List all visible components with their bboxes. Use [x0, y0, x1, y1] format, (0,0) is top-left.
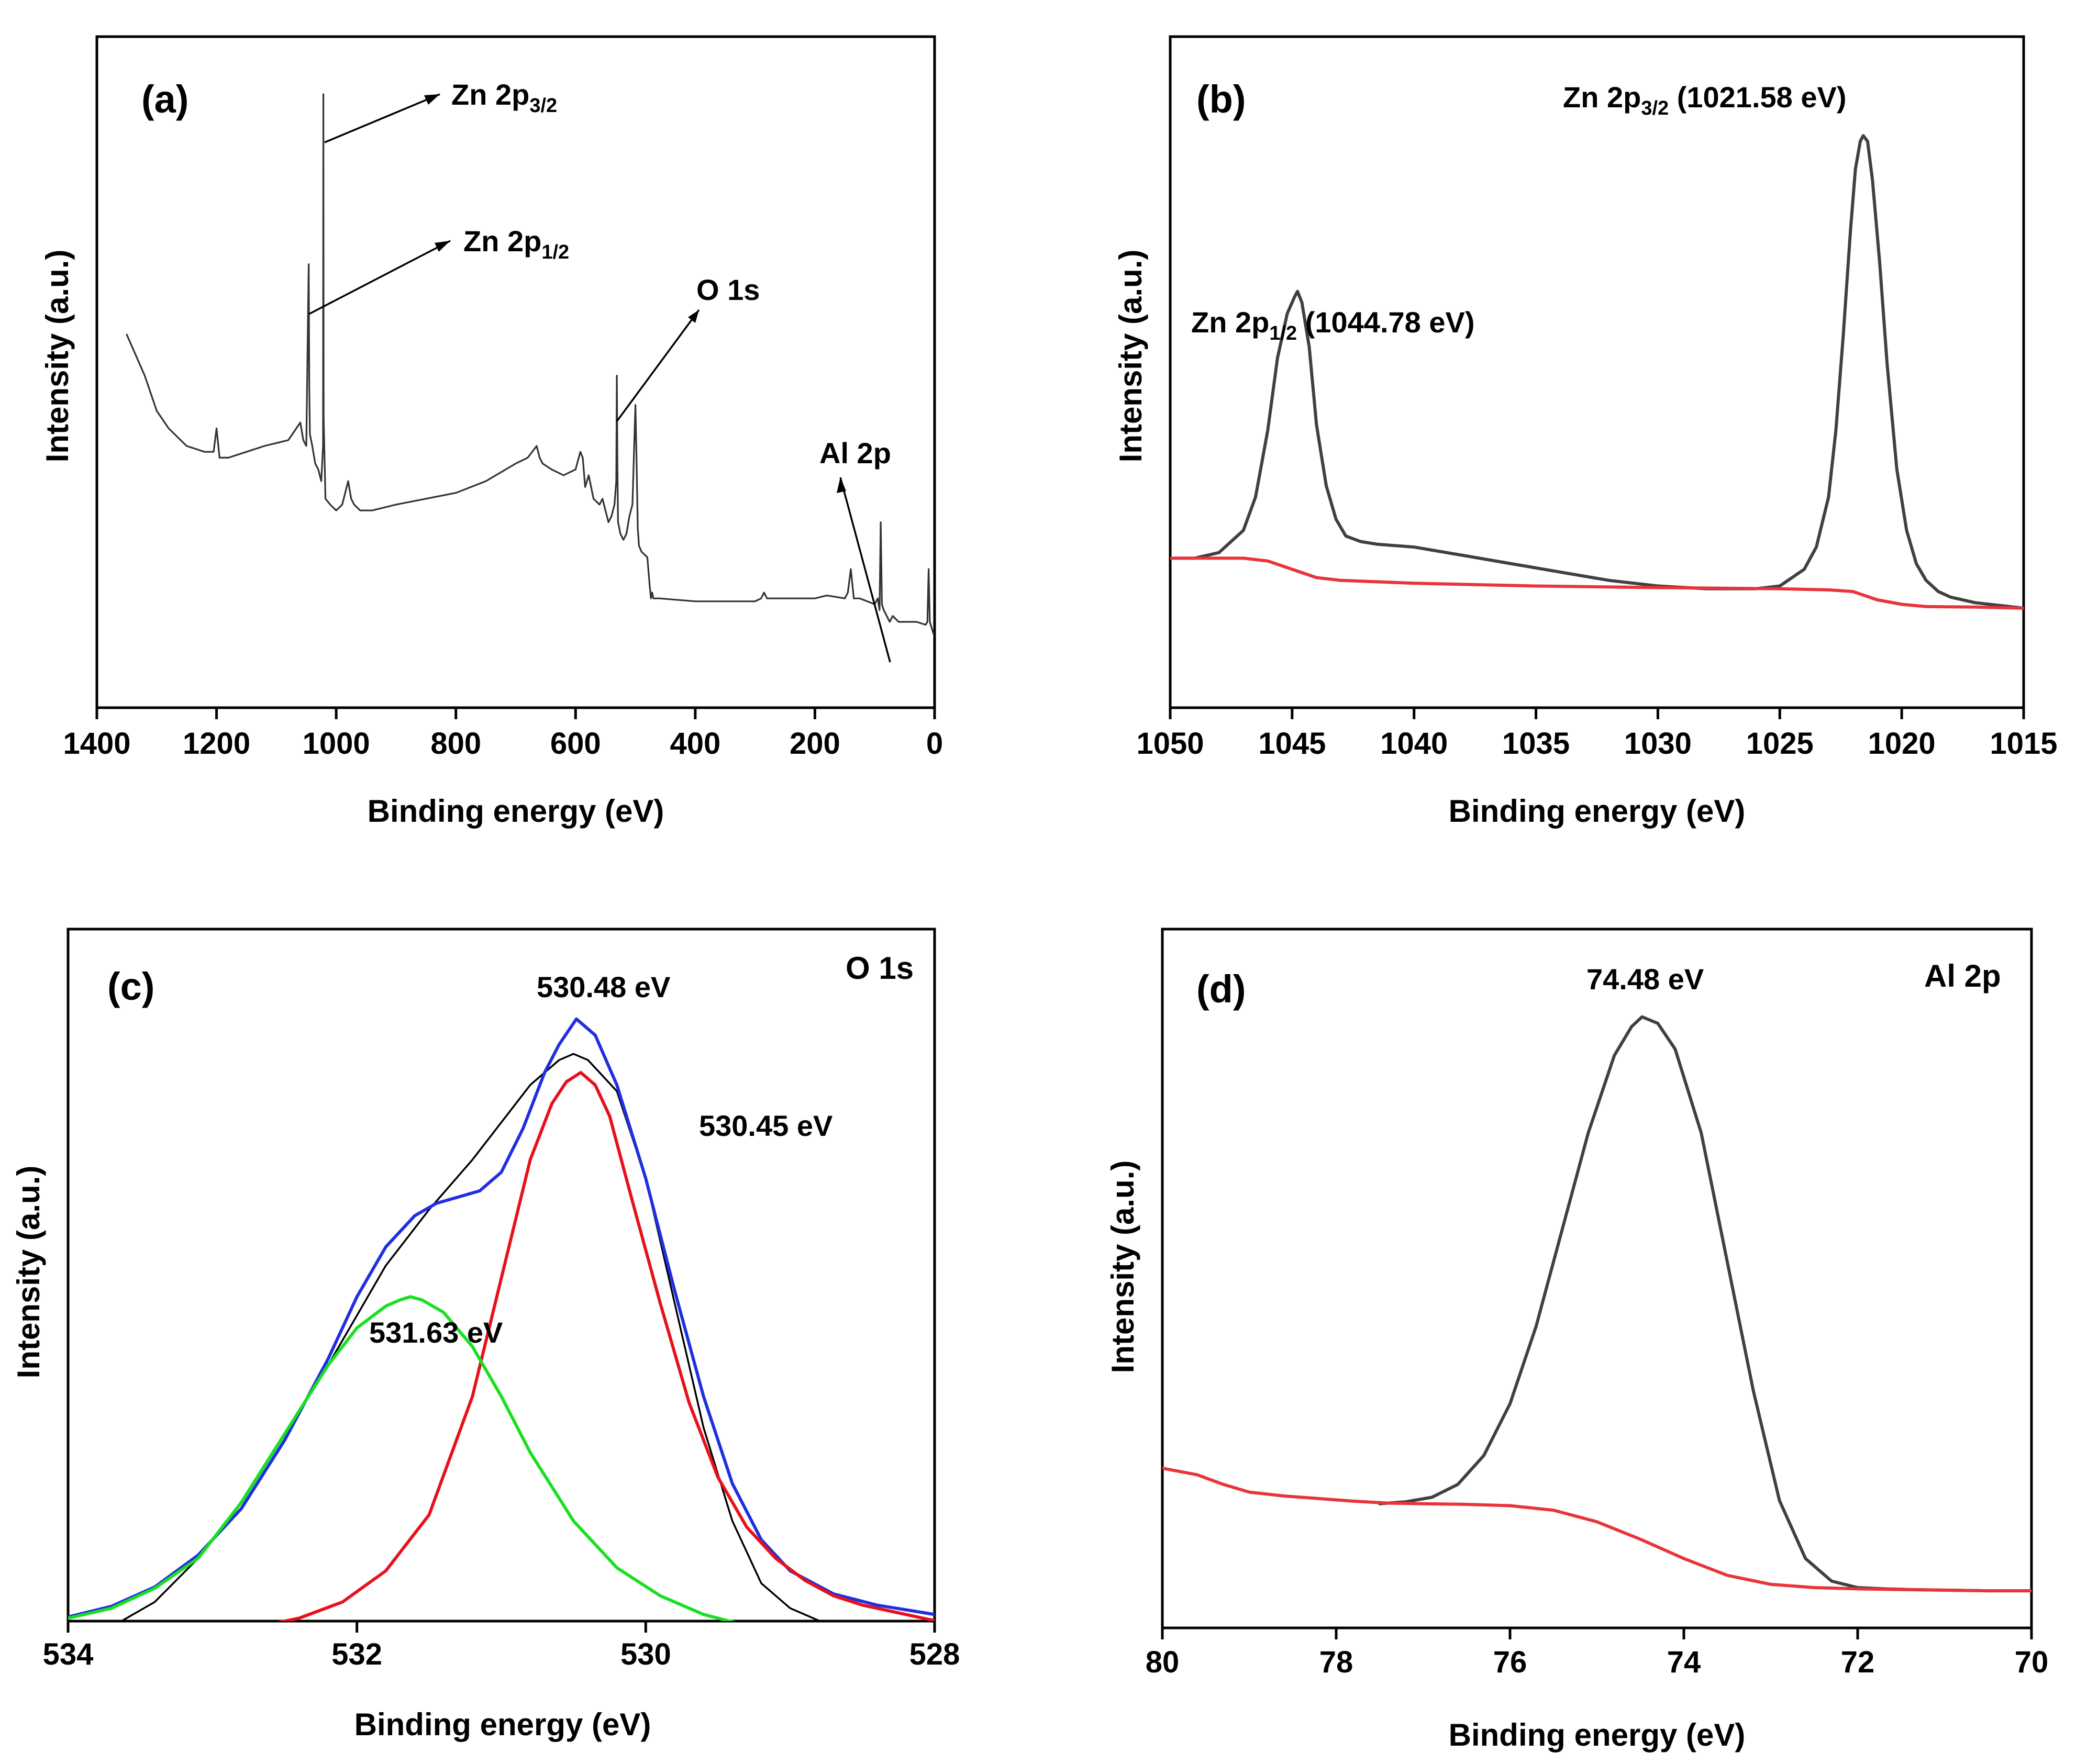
- panel-a-xlabel: Binding energy (eV): [368, 794, 664, 829]
- panel-c-xlabel: Binding energy (eV): [354, 1707, 651, 1742]
- panel-c-series-envelope: [68, 1017, 935, 1619]
- panel-b-series-raw: [1170, 134, 2024, 610]
- panel-a-arrowhead-o1s: [688, 310, 699, 323]
- panel-b-annotation-zn2p32: Zn 2p3/2 (1021.58 eV): [1563, 81, 1847, 119]
- panel-d-xtick-label: 76: [1493, 1645, 1527, 1679]
- panel-a-arrowhead-zn2p12: [435, 241, 450, 252]
- panel-c-series-component-530-45-ev: [276, 1071, 935, 1621]
- panel-a-xtick-label: 600: [550, 727, 601, 761]
- panel-b-xtick-label: 1035: [1502, 727, 1570, 761]
- panel-b-xtick-label: 1050: [1136, 727, 1204, 761]
- panel-a-arrow-zn2p32: [324, 93, 440, 143]
- panel-c-annotation-53045: 530.45 eV: [699, 1109, 832, 1142]
- panel-d-series-background: [1162, 1467, 2031, 1593]
- panel-b-xtick-label: 1025: [1746, 727, 1814, 761]
- panel-a-arrowhead-zn2p32: [424, 94, 440, 105]
- panel-b-label: (b): [1196, 77, 1246, 121]
- panel-c-label: (c): [107, 965, 154, 1008]
- panel-b-xtick-label: 1020: [1868, 727, 1936, 761]
- panel-a-annotation-al2p: Al 2p: [819, 437, 891, 470]
- panel-b-xtick-label: 1015: [1990, 727, 2057, 761]
- panel-d-xtick-label: 80: [1146, 1645, 1180, 1679]
- panel-d-label: (d): [1196, 967, 1246, 1011]
- panel-a-xtick-label: 800: [430, 727, 481, 761]
- panel-c-series-component-531-63-ev: [68, 1295, 736, 1621]
- panel-a-xtick-label: 200: [790, 727, 840, 761]
- panel-c-frame: [66, 928, 936, 1623]
- panel-b-curves: [1170, 134, 2024, 610]
- panel-d-xtick-label: 70: [2015, 1645, 2049, 1679]
- panel-a-xtick-label: 1200: [183, 727, 250, 761]
- panel-c-xtick-label: 530: [620, 1637, 671, 1671]
- panel-c-xtick-label: 532: [331, 1637, 382, 1671]
- panel-c-annotation-53048: 530.48 eV: [537, 970, 670, 1003]
- panel-c-xtick-label: 534: [43, 1637, 94, 1671]
- panel-b-frame: [1169, 35, 2025, 709]
- panel-a-xtick-label: 1400: [63, 727, 130, 761]
- panel-b-annotation-zn2p12: Zn 2p1/2 (1044.78 eV): [1191, 306, 1475, 344]
- panel-b-ylabel: Intensity (a.u.): [1113, 250, 1148, 463]
- panel-a-xticks: 1400 1200 1000 800 600 400 200 0: [63, 708, 943, 761]
- panel-c: 534 532 530 528 (c) O 1s Binding energy (eV…: [11, 928, 960, 1742]
- panel-d-xtick-label: 72: [1841, 1645, 1875, 1679]
- panel-c-xticks: 534 532 530 528: [43, 1621, 960, 1671]
- panel-d: 80 78 76 74 72 70 (d) Al 2p Binding energy (e…: [1105, 928, 2049, 1752]
- panel-a-arrowhead-al2p: [837, 477, 846, 493]
- panel-a-annotation-zn2p12: Zn 2p1/2: [463, 225, 569, 263]
- panel-d-ylabel: Intensity (a.u.): [1105, 1160, 1140, 1374]
- panel-b-xlabel: Binding energy (eV): [1449, 794, 1746, 829]
- panel-a-arrow-zn2p12: [308, 240, 451, 315]
- panel-a-annotation-zn2p32: Zn 2p3/2: [451, 78, 557, 117]
- panel-a: 1400 1200 1000 800 600 400 200 0 (a) Binding en…: [40, 35, 943, 829]
- panel-a-xtick-label: 400: [670, 727, 720, 761]
- panel-b: 1050 1045 1040 1035 1030 1025 1020 1015 (b) Bin…: [1113, 35, 2058, 829]
- panel-a-xtick-label: 0: [926, 727, 943, 761]
- panel-b-xtick-label: 1045: [1258, 727, 1326, 761]
- panel-d-xlabel: Binding energy (eV): [1449, 1717, 1746, 1752]
- panel-a-curves: [126, 93, 935, 635]
- panel-a-label: (a): [141, 77, 188, 121]
- panel-d-curves: [1162, 1015, 2031, 1593]
- panel-d-xticks: 80 78 76 74 72 70: [1146, 1628, 2049, 1679]
- panel-d-xtick-label: 74: [1667, 1645, 1701, 1679]
- panel-c-annotation-53163: 531.63 eV: [369, 1316, 503, 1349]
- panel-a-arrow-al2p: [839, 477, 891, 663]
- panel-a-ylabel: Intensity (a.u.): [40, 250, 75, 463]
- panel-b-xtick-label: 1030: [1624, 727, 1692, 761]
- panel-a-series-survey: [126, 93, 935, 635]
- panel-a-arrow-o1s: [616, 309, 700, 422]
- panel-b-xtick-label: 1040: [1380, 727, 1448, 761]
- panel-c-curves: [68, 1017, 935, 1621]
- panel-a-annotation-o1s: O 1s: [696, 273, 760, 306]
- panel-a-xtick-label: 1000: [303, 727, 370, 761]
- panel-d-title: Al 2p: [1924, 958, 2001, 993]
- panel-c-title: O 1s: [846, 951, 914, 986]
- panel-b-series-background: [1170, 556, 2024, 610]
- panel-d-frame: [1161, 928, 2033, 1629]
- panel-c-xtick-label: 528: [909, 1637, 960, 1671]
- panel-b-xticks: 1050 1045 1040 1035 1030 1025 1020 1015: [1136, 708, 2058, 761]
- panel-d-xtick-label: 78: [1319, 1645, 1353, 1679]
- panel-a-frame: [95, 35, 936, 709]
- panel-c-ylabel: Intensity (a.u.): [11, 1166, 46, 1379]
- panel-d-annotation-7448: 74.48 eV: [1586, 963, 1704, 996]
